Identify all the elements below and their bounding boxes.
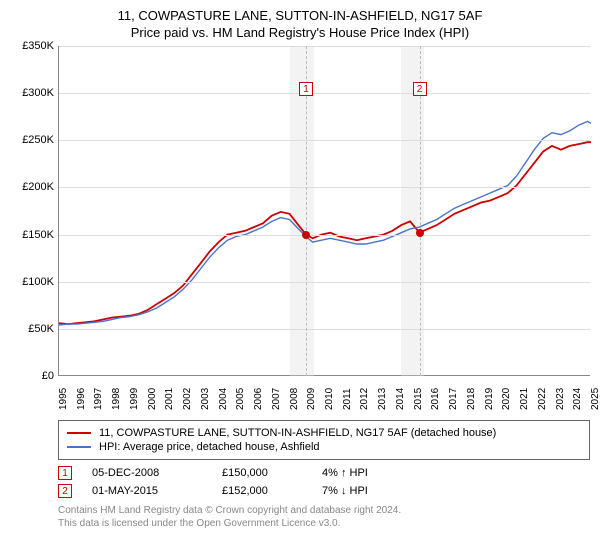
y-tick-label: £100K (10, 276, 54, 288)
sales-table: 1 05-DEC-2008 £150,000 4% ↑ HPI 2 01-MAY-2015… (58, 466, 590, 498)
y-axis: £0£50K£100K£150K£200K£250K£300K£350K (10, 46, 58, 376)
gridline (59, 46, 590, 47)
y-tick-label: £150K (10, 229, 54, 241)
legend-label: HPI: Average price, detached house, Ashf… (99, 441, 320, 453)
x-tick-label: 2003 (200, 388, 211, 410)
sale-dot (302, 231, 310, 239)
sale-row-price: £150,000 (222, 467, 302, 479)
x-tick-label: 2024 (572, 388, 583, 410)
y-tick-label: £250K (10, 134, 54, 146)
x-tick-label: 1996 (76, 388, 87, 410)
footnote-line-2: This data is licensed under the Open Gov… (58, 517, 590, 530)
x-tick-label: 2021 (519, 388, 530, 410)
title-subtitle: Price paid vs. HM Land Registry's House … (10, 25, 590, 40)
sale-row-date: 05-DEC-2008 (92, 467, 202, 479)
series-property (59, 142, 591, 324)
x-tick-label: 2001 (164, 388, 175, 410)
gridline (59, 235, 590, 236)
gridline (59, 329, 590, 330)
x-tick-label: 2022 (537, 388, 548, 410)
legend: 11, COWPASTURE LANE, SUTTON-IN-ASHFIELD,… (58, 420, 590, 460)
gridline (59, 282, 590, 283)
x-tick-label: 1995 (58, 388, 69, 410)
gridline (59, 93, 590, 94)
x-tick-label: 1997 (93, 388, 104, 410)
y-tick-label: £350K (10, 40, 54, 52)
x-tick-label: 2014 (395, 388, 406, 410)
x-tick-label: 2006 (253, 388, 264, 410)
x-tick-label: 2018 (466, 388, 477, 410)
footnote: Contains HM Land Registry data © Crown c… (58, 504, 590, 530)
x-tick-label: 1998 (111, 388, 122, 410)
title-address: 11, COWPASTURE LANE, SUTTON-IN-ASHFIELD,… (10, 8, 590, 23)
x-tick-label: 2019 (484, 388, 495, 410)
x-tick-label: 2004 (218, 388, 229, 410)
sale-marker: 1 (299, 82, 313, 96)
series-hpi (59, 121, 591, 325)
chart: £0£50K£100K£150K£200K£250K£300K£350K 12 … (10, 46, 590, 416)
y-tick-label: £200K (10, 181, 54, 193)
x-tick-label: 2013 (377, 388, 388, 410)
x-tick-label: 2009 (306, 388, 317, 410)
sale-row: 1 05-DEC-2008 £150,000 4% ↑ HPI (58, 466, 590, 480)
sale-row-marker: 1 (58, 466, 72, 480)
legend-item: HPI: Average price, detached house, Ashf… (67, 441, 581, 453)
x-tick-label: 2007 (271, 388, 282, 410)
x-tick-label: 2000 (147, 388, 158, 410)
x-tick-label: 2008 (289, 388, 300, 410)
x-tick-label: 2017 (448, 388, 459, 410)
legend-label: 11, COWPASTURE LANE, SUTTON-IN-ASHFIELD,… (99, 427, 496, 439)
sale-row-delta: 7% ↓ HPI (322, 485, 412, 497)
x-tick-label: 2005 (235, 388, 246, 410)
sale-row-delta: 4% ↑ HPI (322, 467, 412, 479)
x-tick-label: 2025 (590, 388, 600, 410)
x-tick-label: 2012 (359, 388, 370, 410)
sale-row: 2 01-MAY-2015 £152,000 7% ↓ HPI (58, 484, 590, 498)
y-tick-label: £50K (10, 323, 54, 335)
x-tick-label: 2023 (555, 388, 566, 410)
legend-swatch (67, 432, 91, 434)
sale-row-price: £152,000 (222, 485, 302, 497)
x-tick-label: 1999 (129, 388, 140, 410)
x-tick-label: 2010 (324, 388, 335, 410)
x-tick-label: 2020 (501, 388, 512, 410)
x-tick-label: 2015 (413, 388, 424, 410)
gridline (59, 140, 590, 141)
footnote-line-1: Contains HM Land Registry data © Crown c… (58, 504, 590, 517)
gridline (59, 187, 590, 188)
line-series-svg (59, 46, 591, 376)
y-tick-label: £0 (10, 370, 54, 382)
legend-swatch (67, 446, 91, 448)
sale-row-date: 01-MAY-2015 (92, 485, 202, 497)
x-tick-label: 2002 (182, 388, 193, 410)
x-tick-label: 2016 (430, 388, 441, 410)
sale-dot (416, 229, 424, 237)
x-tick-label: 2011 (342, 388, 353, 410)
plot-area: 12 (58, 46, 590, 376)
sale-row-marker: 2 (58, 484, 72, 498)
x-axis: 1995 1996 1997 1998 1999 2000 2001 2002 2003 2004… (58, 376, 590, 416)
sale-marker: 2 (413, 82, 427, 96)
y-tick-label: £300K (10, 87, 54, 99)
legend-item: 11, COWPASTURE LANE, SUTTON-IN-ASHFIELD,… (67, 427, 581, 439)
chart-titles: 11, COWPASTURE LANE, SUTTON-IN-ASHFIELD,… (10, 8, 590, 40)
